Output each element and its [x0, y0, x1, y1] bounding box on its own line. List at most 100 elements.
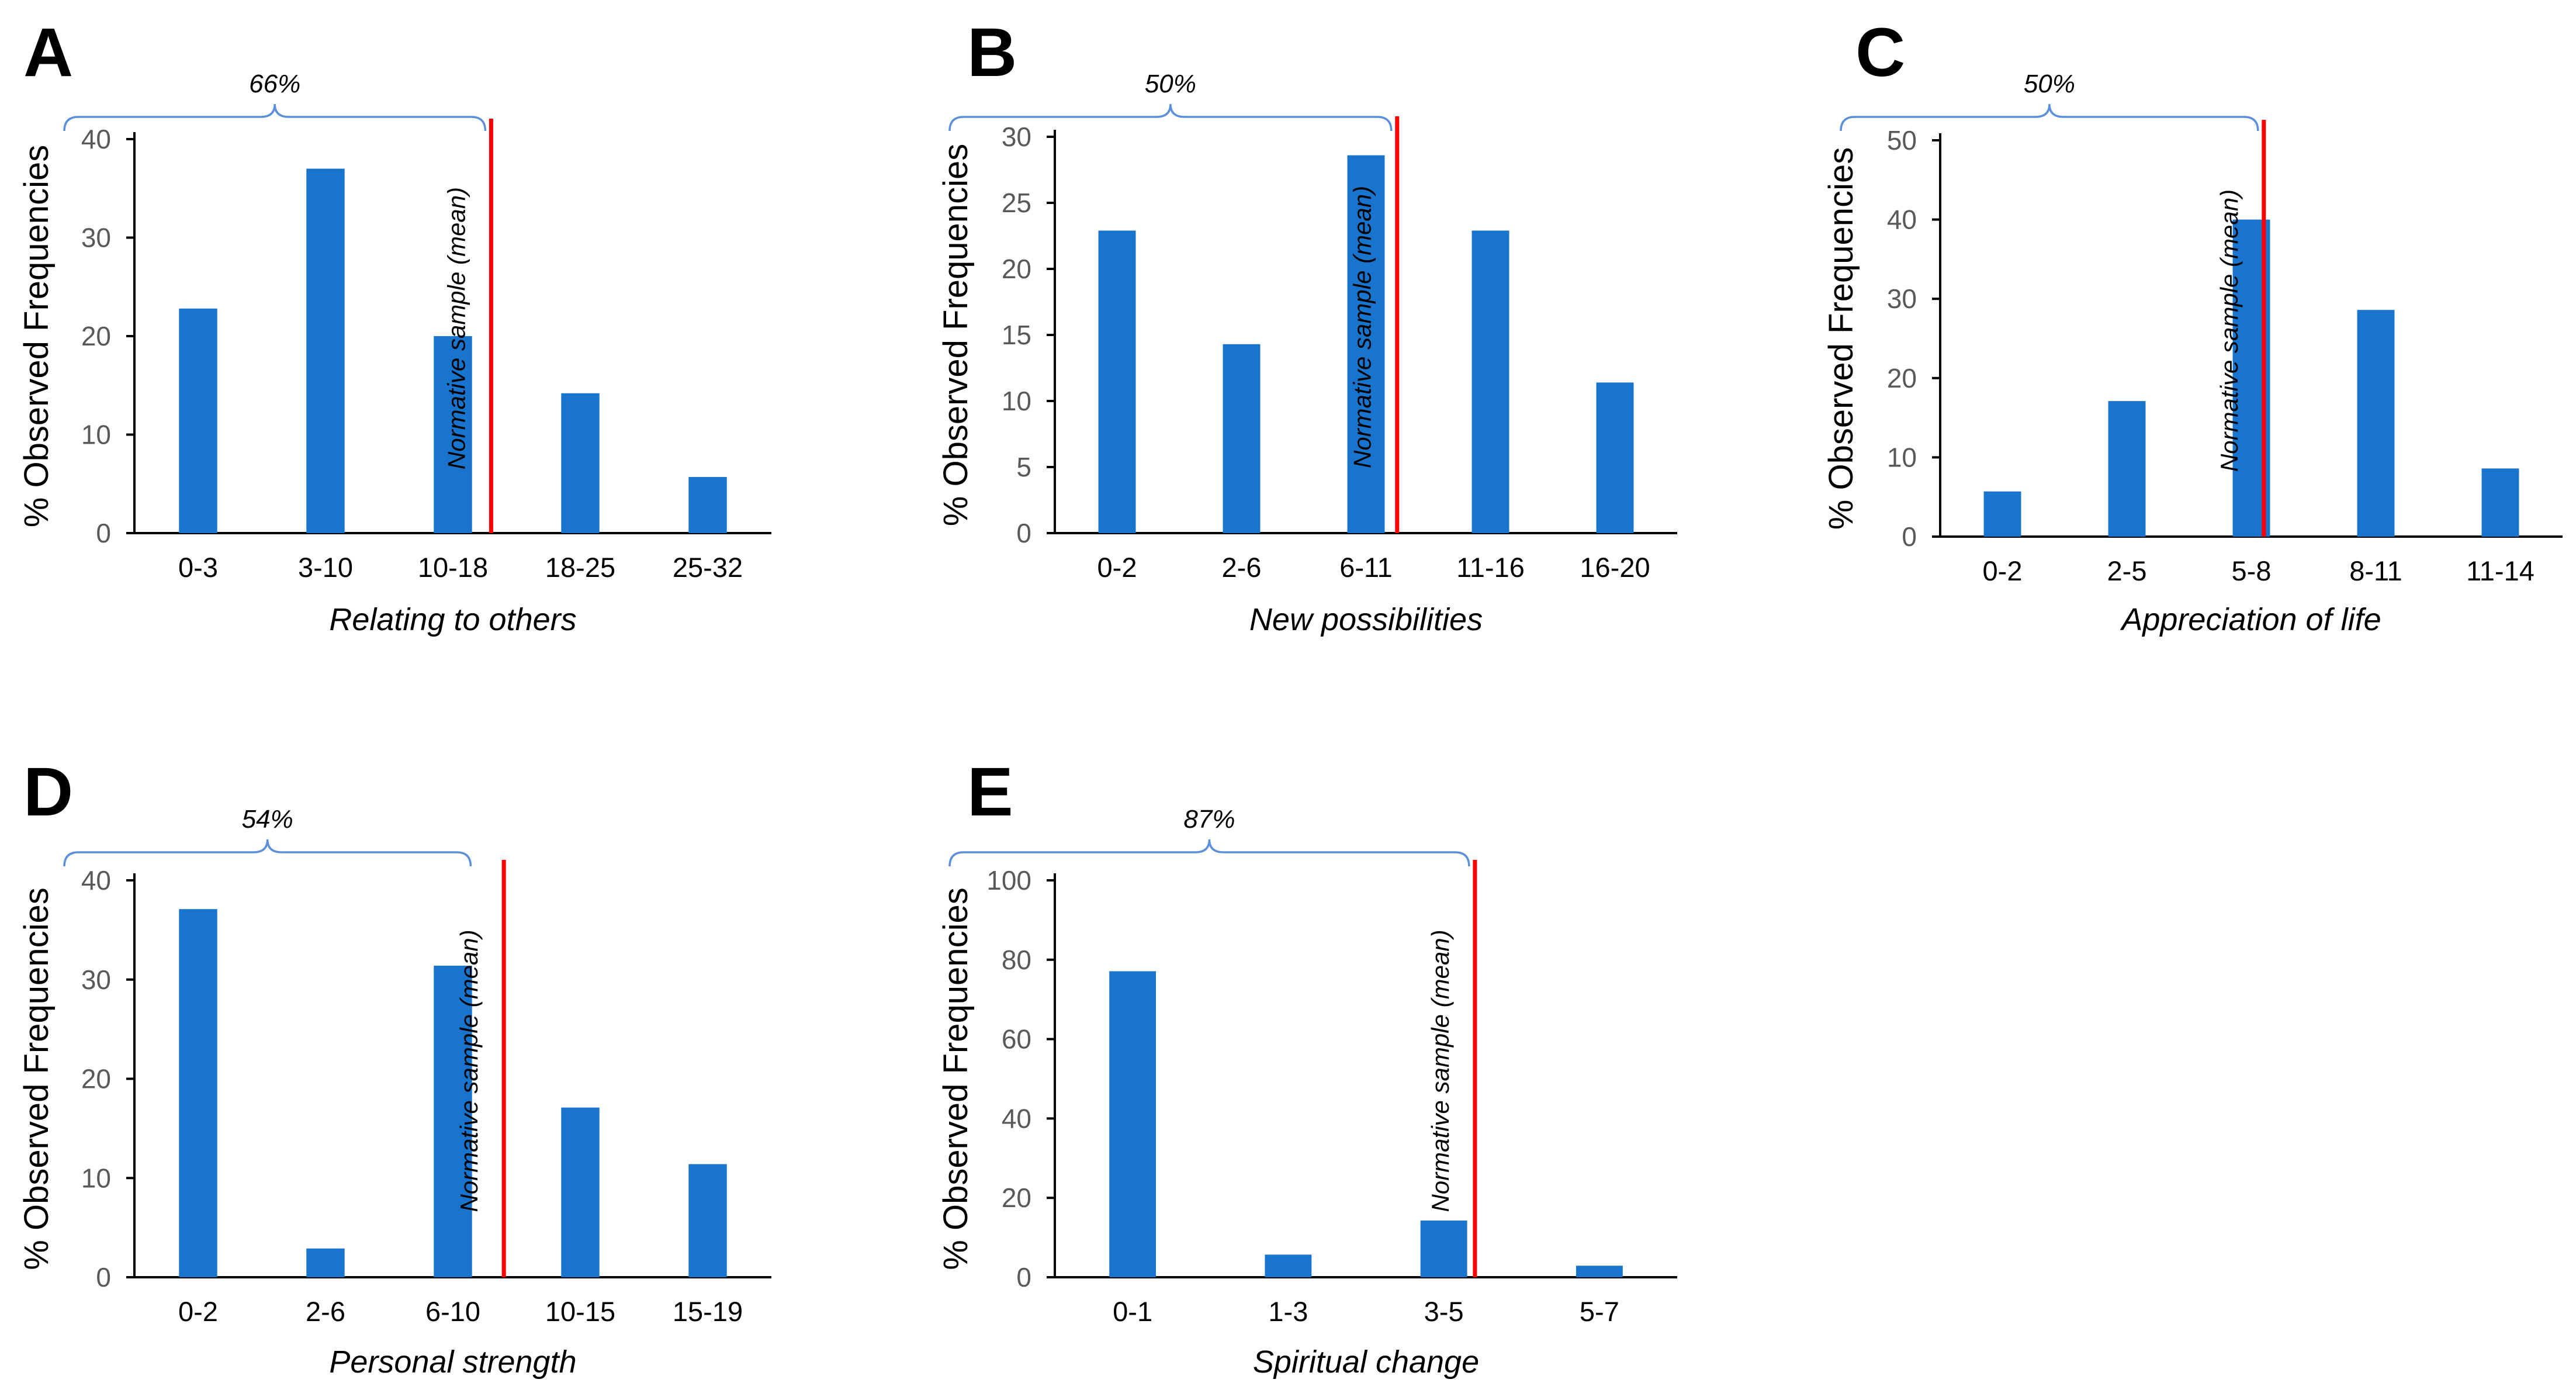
bar-11-16	[1471, 230, 1509, 534]
x-tick-label: 5-8	[2232, 555, 2272, 586]
y-tick-label: 10	[81, 420, 111, 450]
y-tick-label: 0	[1016, 518, 1031, 548]
x-tick-label: 5-7	[1580, 1296, 1619, 1327]
normative-sample-label: Normative sample (mean)	[1349, 186, 1376, 468]
bar-0-2	[179, 909, 217, 1277]
bracket-percent-label: 66%	[249, 70, 300, 98]
panel-e: E 0 20 40 60 80 100 0-1 1-3 3-5 5-7 Spiritual chang…	[937, 753, 1677, 1380]
y-tick-label: 10	[81, 1163, 111, 1193]
y-tick-label: 30	[1887, 284, 1917, 314]
y-tick-label: 30	[81, 223, 111, 253]
bar-6-11	[1347, 155, 1385, 533]
x-tick-label: 3-10	[298, 552, 353, 583]
y-tick-label: 15	[1002, 320, 1031, 350]
y-tick-label: 20	[1002, 1183, 1031, 1213]
bracket-percent-label: 50%	[1145, 70, 1196, 98]
bar-2-6	[306, 1248, 345, 1277]
x-tick-label: 6-10	[425, 1296, 480, 1327]
y-tick-label: 20	[81, 1064, 111, 1094]
x-tick-label: 10-18	[418, 552, 488, 583]
bar-0-2	[1983, 491, 2021, 537]
bar-6-10	[434, 965, 472, 1277]
x-tick-label: 18-25	[545, 552, 615, 583]
x-tick-label: 6-11	[1339, 552, 1393, 583]
y-tick-label: 20	[1887, 363, 1917, 393]
bracket-percent-label: 54%	[242, 805, 293, 834]
x-axis-label: Personal strength	[329, 1344, 576, 1380]
x-tick-label: 0-2	[1097, 552, 1137, 583]
bar-18-25	[561, 393, 600, 533]
panel-a: A 0 10 20 30 40 0-3 3-10 10-18 18-25 25-32 Relating…	[18, 14, 771, 637]
x-tick-label: 2-5	[2107, 555, 2147, 586]
y-tick-label: 100	[986, 865, 1031, 896]
bracket-percent-label: 87%	[1183, 805, 1235, 834]
x-tick-label: 3-5	[1424, 1296, 1464, 1327]
y-tick-label: 0	[1902, 521, 1917, 552]
panel-letter: D	[23, 753, 73, 831]
y-axis-label: % Observed Frequencies	[18, 887, 56, 1270]
y-axis-label: % Observed Frequencies	[1822, 147, 1860, 530]
x-tick-label: 0-3	[178, 552, 218, 583]
y-tick-label: 0	[96, 1262, 111, 1292]
bracket	[1840, 103, 2259, 132]
x-tick-label: 2-6	[306, 1296, 345, 1327]
bar-2-6	[1223, 344, 1261, 533]
bar-16-20	[1596, 382, 1634, 533]
y-tick-label: 40	[81, 124, 111, 154]
normative-sample-label: Normative sample (mean)	[455, 929, 483, 1212]
bracket	[63, 839, 472, 867]
y-tick-label: 0	[96, 518, 111, 548]
y-tick-label: 10	[1887, 442, 1917, 472]
bar-10-18	[434, 336, 472, 533]
x-tick-label: 8-11	[2349, 555, 2402, 586]
bar-15-19	[688, 1164, 727, 1277]
bracket	[948, 103, 1393, 132]
x-tick-label: 2-6	[1222, 552, 1262, 583]
y-tick-label: 60	[1002, 1024, 1031, 1055]
bar-1-3	[1265, 1254, 1312, 1277]
bar-0-2	[1098, 230, 1136, 534]
panel-letter: A	[23, 14, 73, 91]
panel-letter: C	[1855, 14, 1905, 91]
bracket	[948, 839, 1470, 867]
y-tick-label: 25	[1002, 188, 1031, 218]
x-tick-label: 0-1	[1113, 1296, 1152, 1327]
x-tick-label: 0-2	[1983, 555, 2023, 586]
normative-sample-label: Normative sample (mean)	[442, 187, 470, 469]
panel-d: D 0 10 20 30 40 0-2 2-6 6-10 10-15 15-19 Personal s…	[18, 753, 771, 1380]
y-tick-label: 40	[81, 865, 111, 896]
y-tick-label: 10	[1002, 386, 1031, 416]
x-axis-label: Spiritual change	[1253, 1344, 1479, 1380]
y-tick-label: 30	[1002, 122, 1031, 152]
x-tick-label: 1-3	[1268, 1296, 1308, 1327]
y-axis-label: % Observed Frequencies	[937, 887, 975, 1270]
normative-sample-label: Normative sample (mean)	[2215, 189, 2243, 472]
x-tick-label: 11-16	[1456, 552, 1525, 583]
bar-0-3	[179, 308, 217, 533]
bar-10-15	[561, 1107, 600, 1277]
x-tick-label: 16-20	[1580, 552, 1650, 583]
y-tick-label: 40	[1002, 1103, 1031, 1133]
panel-b: B 0 5 10 15 20 25 30 0-2 2-6 6-11 11-16 16-20 New pos…	[937, 14, 1677, 637]
y-tick-label: 20	[1002, 254, 1031, 284]
y-tick-label: 40	[1887, 205, 1917, 235]
x-axis-label: Appreciation of life	[2120, 602, 2381, 637]
y-axis-label: % Observed Frequencies	[937, 144, 975, 526]
x-tick-label: 0-2	[178, 1296, 218, 1327]
panel-letter: E	[967, 753, 1013, 831]
x-tick-label: 15-19	[673, 1296, 743, 1327]
bar-3-10	[306, 168, 345, 533]
y-tick-label: 50	[1887, 125, 1917, 155]
bracket	[63, 103, 487, 132]
bar-0-1	[1109, 971, 1157, 1277]
panel-letter: B	[967, 14, 1017, 91]
bar-11-14	[2481, 468, 2519, 537]
y-tick-label: 80	[1002, 945, 1031, 975]
bracket-percent-label: 50%	[2024, 70, 2075, 98]
x-axis-label: New possibilities	[1249, 602, 1483, 637]
bar-3-5	[1420, 1220, 1467, 1277]
bar-25-32	[688, 476, 727, 533]
y-tick-label: 30	[81, 965, 111, 995]
